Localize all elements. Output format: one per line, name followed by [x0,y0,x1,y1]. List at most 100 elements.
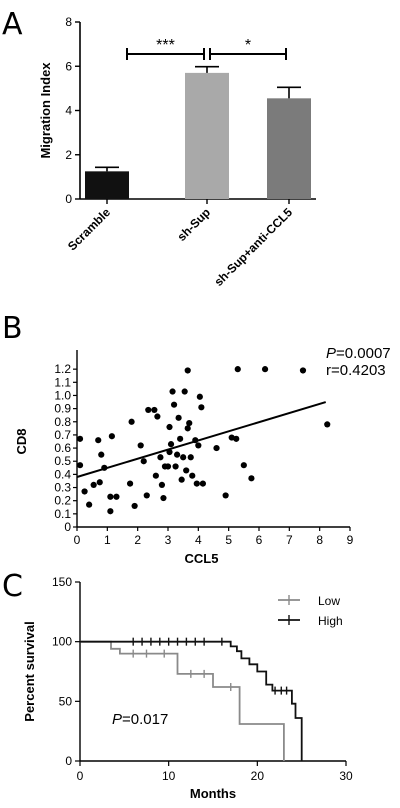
data-point [76,462,84,469]
data-point [107,493,114,500]
x-category-label: Scramble [65,205,113,253]
ccl5-cd8-scatter-chart: B CD8 CCL5 P=0.0007 r=0.4203 00.10.20.30… [2,311,391,566]
p-value: =0.0007 [336,345,391,362]
data-point [151,406,158,414]
x-tick-label: 5 [225,533,232,547]
bar-sh-sup [185,72,229,199]
panel-a-label: A [2,7,23,42]
data-point [140,458,147,465]
data-point [198,404,205,411]
x-tick-label: 0 [74,533,81,547]
x-tick-label: 7 [286,533,293,547]
data-point [178,476,185,483]
y-tick-label: 0.7 [54,428,71,442]
x-tick-label: 1 [104,533,111,547]
x-tick-label: 8 [316,533,323,547]
data-point [166,423,173,431]
y-axis-title: Migration Index [38,62,53,159]
data-point [189,472,196,479]
legend-label-low: Low [318,594,340,608]
panel-c: C Percent survival Months P=0.017 Low Hi… [0,569,400,808]
significance-stars: *** [156,37,175,54]
data-point [186,419,193,427]
p-symbol: P [326,345,336,362]
x-category-label: sh-Sup+anti-CCL5 [211,205,295,289]
data-point [248,475,255,482]
data-point [167,441,175,448]
survival-chart: C Percent survival Months P=0.017 Low Hi… [2,569,353,801]
data-point [261,366,269,373]
bar-sh-sup-anti-ccl5 [267,98,311,199]
data-point [196,393,203,400]
data-point [187,454,194,461]
y-tick-label: 0 [65,754,72,768]
y-tick-label: 0 [64,520,71,534]
data-point [222,492,229,499]
data-point [184,425,191,432]
data-point [143,492,150,499]
survival-curve-high [80,640,303,761]
data-point [137,442,144,449]
x-tick-label: 30 [339,769,353,783]
data-point [108,433,115,440]
data-point [172,463,179,470]
data-point [81,488,88,495]
data-point [158,481,166,489]
p-value-annotation: P=0.0007 [326,345,391,362]
y-tick-label: 1.1 [54,375,71,389]
y-tick-label: 0.4 [54,467,71,481]
data-point [160,494,167,502]
data-point [181,388,188,395]
data-point [174,451,181,458]
y-tick-label: 0.1 [54,507,71,521]
data-point [126,480,134,487]
x-category-label: sh-Sup [174,205,213,244]
data-point [86,501,93,508]
panel-b-label: B [2,311,23,346]
data-point [177,435,184,442]
data-point [299,367,307,374]
x-tick-label: 2 [134,533,141,547]
data-point [107,508,114,515]
data-point [180,454,187,461]
migration-bar-chart: A Migration Index 0 2 4 6 8 Scramble sh-Supsh-… [2,7,316,289]
data-point [164,463,172,470]
x-tick-label: 10 [162,769,176,783]
data-point [184,367,191,374]
data-point [169,388,176,395]
data-point [234,366,241,373]
data-point [240,462,247,469]
p-value-annotation: P=0.017 [112,711,168,728]
data-point [195,442,202,449]
y-tick-label: 0.2 [54,494,71,508]
x-tick-label: 3 [165,533,172,547]
x-tick-label: 9 [347,533,354,547]
y-axis-title: Percent survival [22,621,37,721]
data-point [157,454,164,461]
x-tick-label: 6 [256,533,263,547]
data-point [213,444,220,452]
y-tick-label: 0.6 [54,441,71,455]
data-point [145,406,152,414]
y-tick-label: 50 [59,694,73,708]
y-tick-label: 4 [65,104,72,118]
data-point [113,493,120,500]
data-point [154,413,161,420]
data-point [199,480,206,487]
y-tick-label: 1.2 [54,362,71,376]
x-axis-title: Months [190,786,236,801]
legend-label-high: High [318,614,343,628]
data-point [128,418,135,425]
data-point [175,414,182,421]
x-tick-label: 20 [251,769,265,783]
y-axis-title: CD8 [14,428,29,454]
y-tick-label: 0.5 [54,454,71,468]
p-symbol: P [112,711,122,728]
y-tick-label: 1.0 [54,388,71,402]
data-point [98,451,105,458]
significance-stars: * [245,37,251,54]
data-point [152,472,159,479]
p-value: =0.017 [122,711,168,728]
data-point [95,437,102,444]
data-point [324,421,331,428]
